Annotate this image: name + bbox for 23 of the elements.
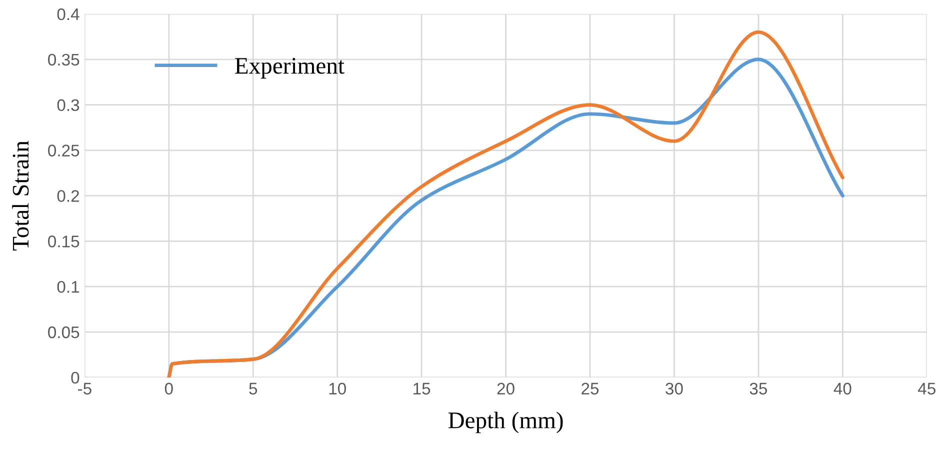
x-tick-label: 10 [329, 382, 346, 395]
y-tick-label: 0.15 [48, 236, 80, 248]
x-tick-label: 15 [414, 382, 430, 395]
x-tick-label: 35 [750, 382, 768, 395]
y-tick-label: 0.3 [57, 99, 80, 112]
y-tick-label: 0.1 [57, 280, 80, 293]
x-tick-label: 0 [164, 382, 173, 395]
y-tick-label: 0.05 [48, 326, 80, 338]
y-tick-label: 0.2 [57, 190, 79, 202]
x-tick-label: 45 [918, 382, 936, 395]
y-axis-title: Total Strain [12, 140, 29, 251]
y-tick-label: 0 [71, 372, 80, 384]
x-tick-label: 5 [249, 382, 258, 395]
x-tick-label: 20 [497, 382, 514, 395]
legend-label: Experiment [235, 58, 344, 79]
y-tick-label: 0.25 [48, 144, 80, 156]
x-axis-title: Depth (mm) [448, 412, 563, 434]
x-tick-label: 25 [582, 382, 599, 395]
y-tick-label: 0.4 [57, 8, 80, 20]
y-tick-label: 0.35 [48, 54, 80, 66]
x-tick-label: 40 [834, 382, 852, 395]
x-tick-label: -5 [78, 382, 92, 395]
x-tick-label: 30 [666, 382, 683, 395]
